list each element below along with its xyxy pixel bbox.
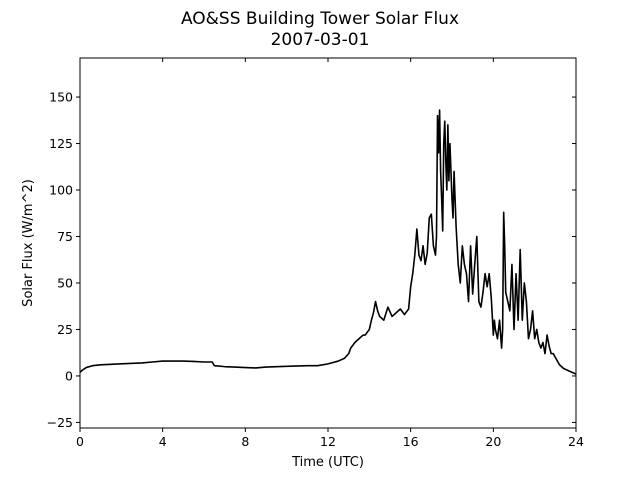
- plot-frame: [79, 57, 577, 429]
- x-axis-label: Time (UTC): [291, 455, 364, 470]
- y-tick-label: 150: [49, 90, 73, 105]
- x-tick-label: 4: [159, 434, 167, 449]
- y-tick-label: 125: [49, 136, 73, 151]
- x-tick-label: 0: [76, 434, 84, 449]
- x-tick-label: 24: [568, 434, 584, 449]
- y-axis-ticks: −25 0 25 50 75 100 125 150: [47, 90, 576, 430]
- y-tick-label: 50: [57, 275, 73, 290]
- y-tick-label: 25: [57, 322, 73, 337]
- x-tick-label: 8: [241, 434, 249, 449]
- y-tick-label: −25: [47, 415, 73, 430]
- y-axis-label: Solar Flux (W/m^2): [21, 179, 36, 307]
- chart-title: AO&SS Building Tower Solar Flux: [181, 9, 459, 29]
- x-tick-label: 20: [485, 434, 501, 449]
- solar-flux-line: [79, 109, 577, 375]
- y-tick-label: 0: [65, 368, 73, 383]
- y-tick-label: 100: [49, 183, 73, 198]
- x-tick-label: 16: [403, 434, 419, 449]
- y-tick-label: 75: [57, 229, 73, 244]
- x-tick-label: 12: [320, 434, 336, 449]
- x-axis-ticks: 0 4 8 12 16 20 24: [76, 58, 584, 449]
- chart-subtitle: 2007-03-01: [271, 30, 370, 50]
